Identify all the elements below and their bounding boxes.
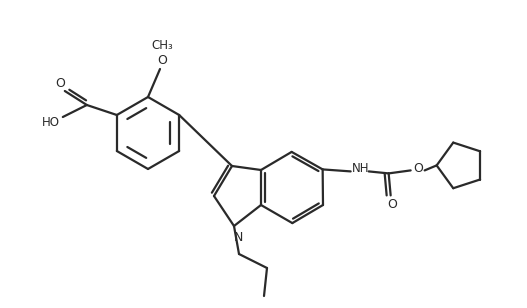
Text: NH: NH <box>352 162 369 175</box>
Text: O: O <box>388 198 397 211</box>
Text: O: O <box>414 162 424 175</box>
Text: N: N <box>233 230 243 244</box>
Text: O: O <box>55 76 65 90</box>
Text: HO: HO <box>42 116 60 128</box>
Text: O: O <box>157 54 167 67</box>
Text: CH₃: CH₃ <box>151 38 173 51</box>
